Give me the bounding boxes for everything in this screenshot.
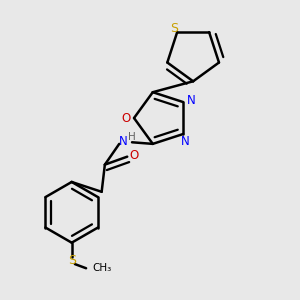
Text: O: O <box>122 112 131 124</box>
Text: S: S <box>170 22 178 35</box>
Text: O: O <box>130 148 139 162</box>
Text: N: N <box>180 136 189 148</box>
Text: S: S <box>68 254 76 267</box>
Text: CH₃: CH₃ <box>92 263 112 273</box>
Text: N: N <box>187 94 196 107</box>
Text: H: H <box>128 131 135 142</box>
Text: N: N <box>119 135 128 148</box>
